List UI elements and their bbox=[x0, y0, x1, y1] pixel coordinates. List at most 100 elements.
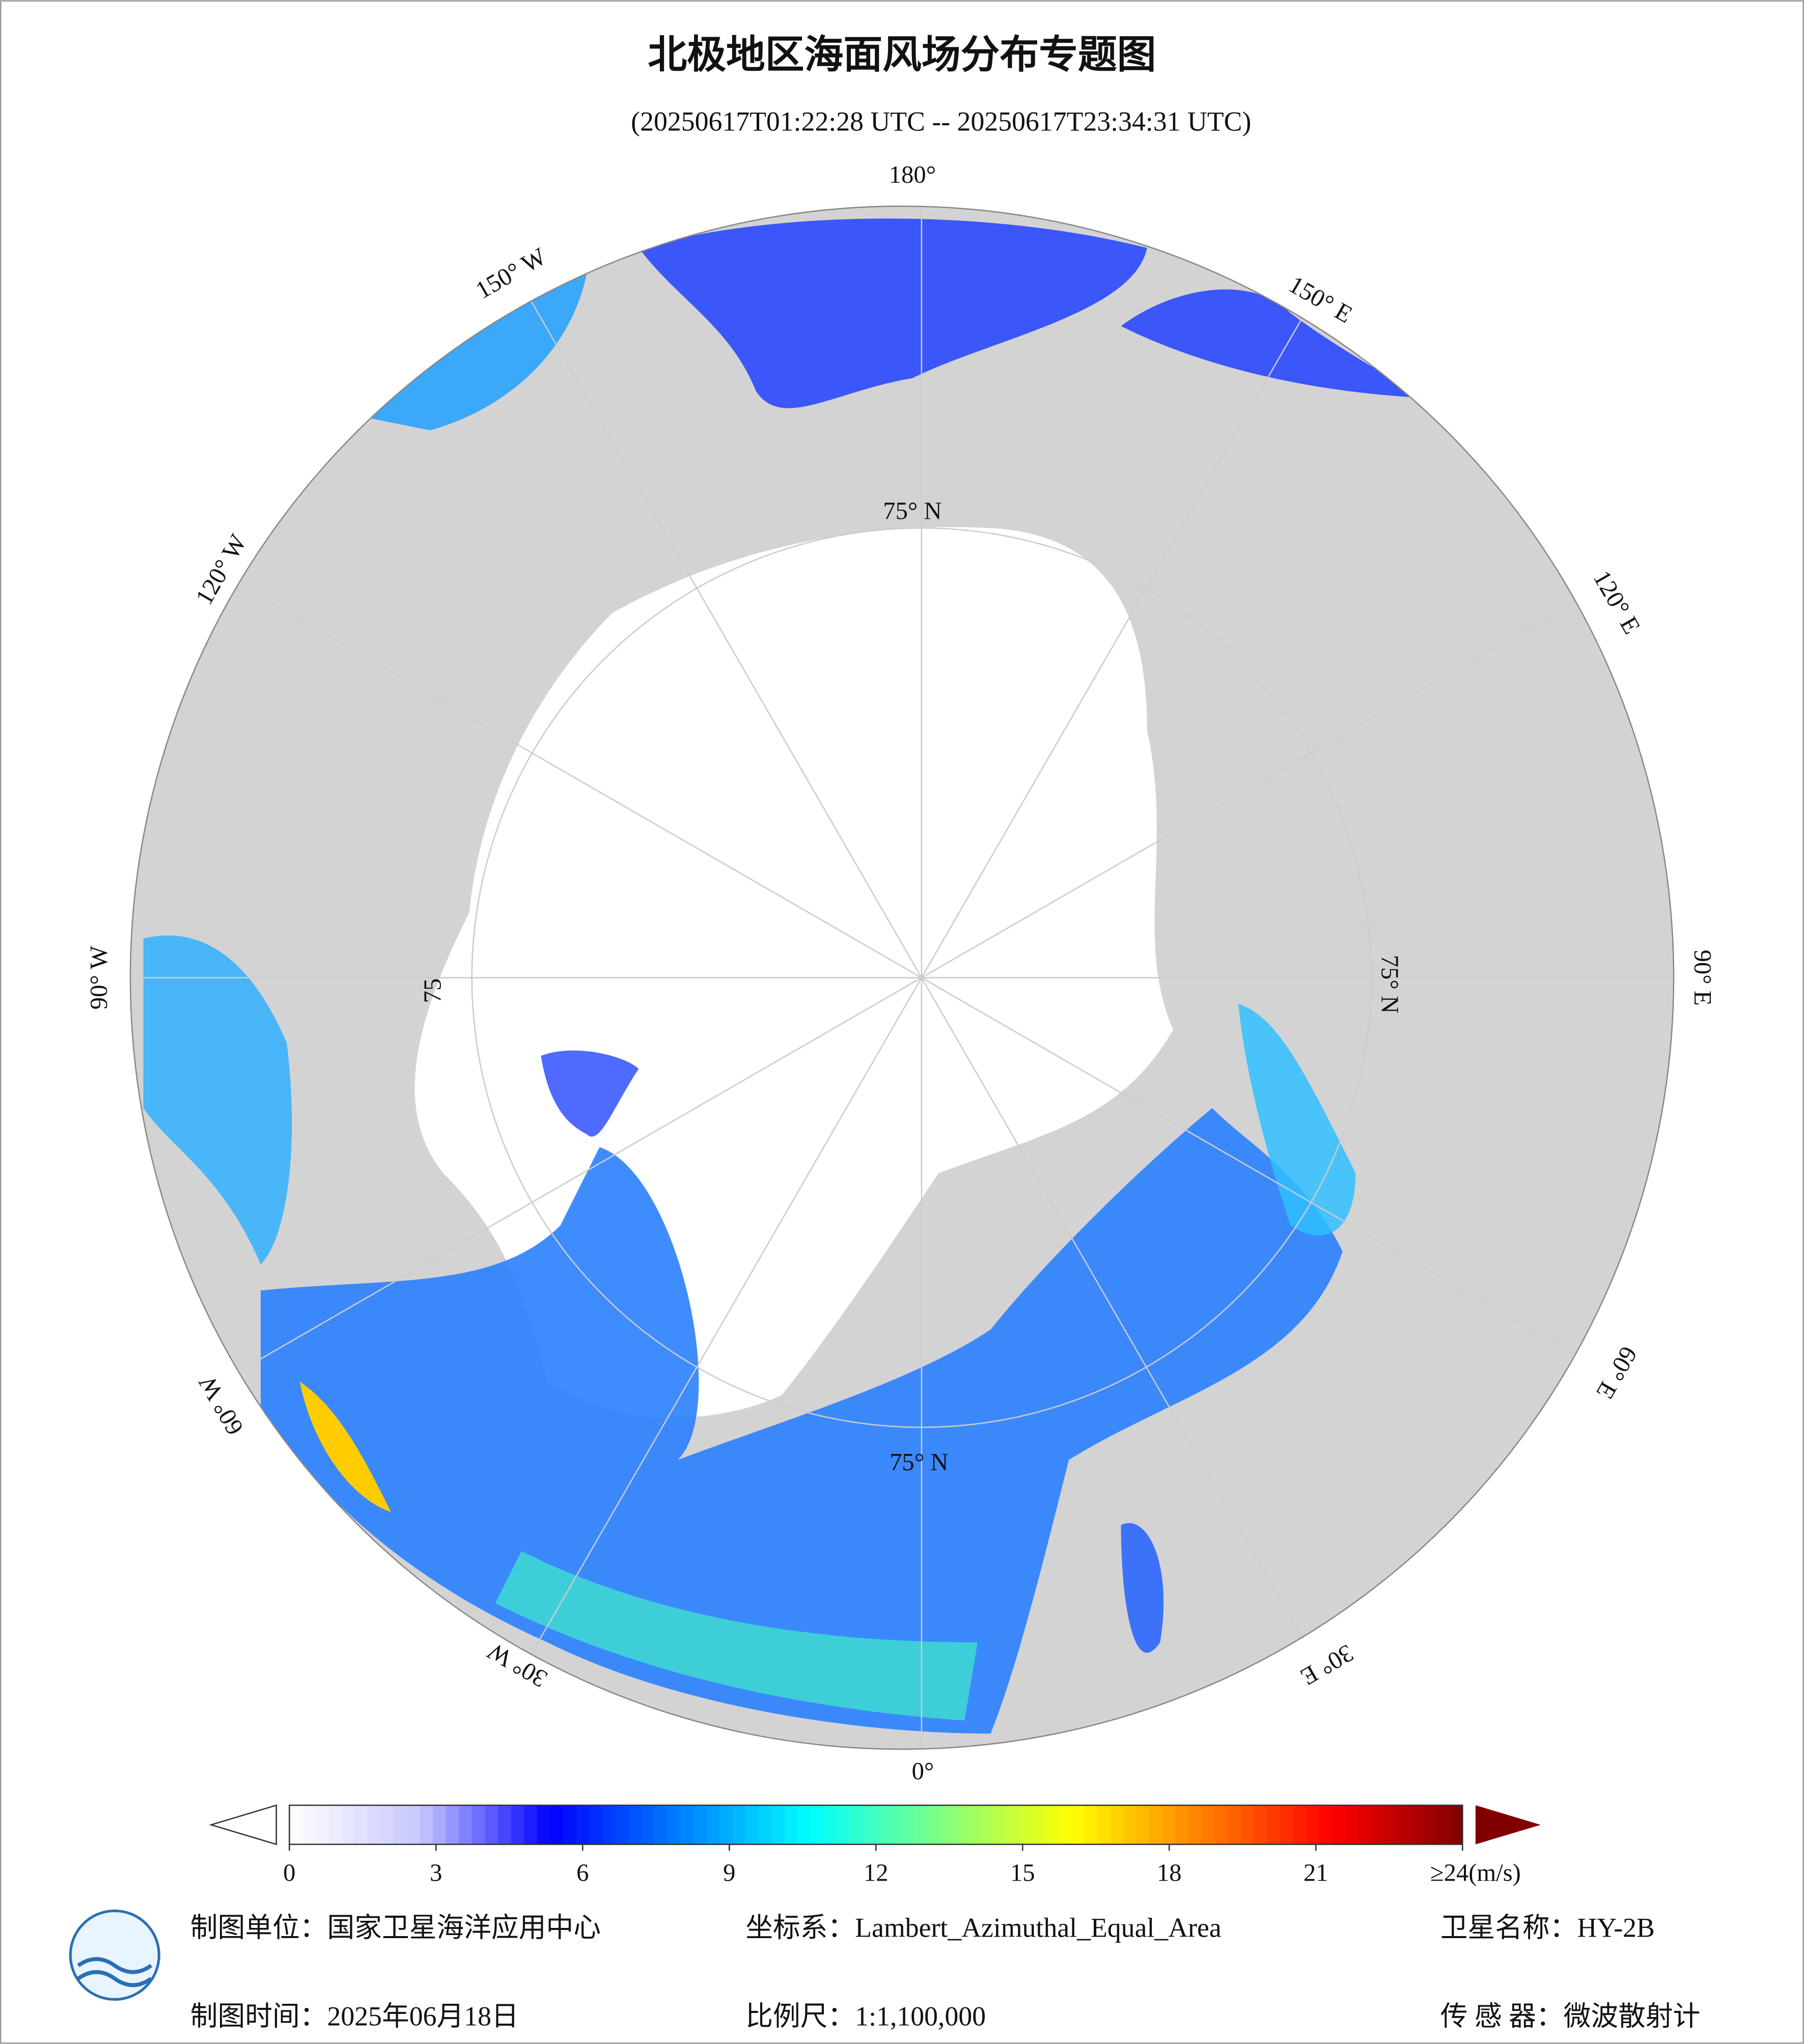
colorbar-cell bbox=[1254, 1805, 1268, 1844]
wind-swath bbox=[299, 1382, 391, 1513]
footer: 制图单位：国家卫星海洋应用中心 坐标系：Lambert_Azimuthal_Eq… bbox=[69, 1909, 1700, 2032]
colorbar-cell bbox=[459, 1805, 473, 1844]
colorbar-cell bbox=[680, 1805, 695, 1844]
colorbar-cell bbox=[406, 1805, 421, 1844]
colorbar-cell bbox=[1345, 1805, 1359, 1844]
colorbar-cell bbox=[380, 1805, 395, 1844]
colorbar-tick-label: 9 bbox=[723, 1859, 735, 1887]
colorbar-cell bbox=[1449, 1805, 1463, 1844]
colorbar-cell bbox=[941, 1805, 955, 1844]
lon-label: 180° bbox=[889, 161, 936, 188]
colorbar-cell bbox=[667, 1805, 681, 1844]
colorbar-cell bbox=[1162, 1805, 1177, 1844]
colorbar-cell bbox=[1136, 1805, 1151, 1844]
colorbar-cell bbox=[328, 1805, 342, 1844]
colorbar-tick-label: 15 bbox=[1010, 1859, 1035, 1887]
lat-label: 75 bbox=[419, 978, 446, 1003]
colorbar-cell bbox=[1410, 1805, 1424, 1844]
subtitle: (20250617T01:22:28 UTC -- 20250617T23:34… bbox=[631, 106, 1251, 136]
colorbar-cell bbox=[1267, 1805, 1281, 1844]
colorbar-cell bbox=[1332, 1805, 1346, 1844]
wind-swath bbox=[639, 218, 1147, 408]
colorbar-cell bbox=[394, 1805, 407, 1844]
colorbar-cell bbox=[628, 1805, 642, 1844]
colorbar-cell bbox=[1058, 1805, 1072, 1844]
logo-wave bbox=[77, 1957, 153, 1987]
colorbar-cell bbox=[1423, 1805, 1437, 1844]
colorbar-tick-label: 3 bbox=[430, 1859, 442, 1887]
colorbar-cell bbox=[446, 1805, 460, 1844]
colorbar-cell bbox=[511, 1805, 525, 1844]
colorbar-cell bbox=[745, 1805, 760, 1844]
colorbar-cell bbox=[1214, 1805, 1229, 1844]
colorbar-low-arrow bbox=[209, 1804, 277, 1845]
lon-label: 90° E bbox=[1689, 949, 1716, 1005]
colorbar-tick-label: 21 bbox=[1303, 1859, 1328, 1887]
colorbar-cell bbox=[497, 1805, 512, 1844]
colorbar-cell bbox=[302, 1805, 316, 1844]
colorbar-cell bbox=[1306, 1805, 1320, 1844]
colorbar-cell bbox=[354, 1805, 369, 1844]
colorbar-cell bbox=[1358, 1805, 1372, 1844]
footer-projection: 坐标系：Lambert_Azimuthal_Equal_Area bbox=[745, 1913, 1222, 1943]
wind-swath bbox=[495, 1551, 978, 1721]
colorbar-cell bbox=[771, 1805, 786, 1844]
colorbar-cell bbox=[1097, 1805, 1112, 1844]
colorbar-cell bbox=[289, 1805, 303, 1844]
footer-satellite: 卫星名称：HY-2B bbox=[1440, 1913, 1655, 1943]
colorbar-cell bbox=[732, 1805, 746, 1844]
colorbar-cell bbox=[485, 1805, 499, 1844]
logo bbox=[69, 1909, 160, 2001]
colorbar-cell bbox=[850, 1805, 864, 1844]
wind-swath bbox=[143, 935, 292, 1265]
colorbar-cell bbox=[471, 1805, 486, 1844]
colorbar-cell bbox=[980, 1805, 994, 1844]
title: 北极地区海面风场分布专题图 bbox=[648, 33, 1156, 78]
graticule bbox=[139, 206, 1674, 1749]
lon-label: 90° W bbox=[85, 946, 113, 1010]
colorbar-cell bbox=[837, 1805, 851, 1844]
colorbar: 0 3 6 9 12 15 18 21 ≥24(m/s) bbox=[209, 1804, 1541, 1887]
colorbar-cell bbox=[420, 1805, 434, 1844]
colorbar-cell bbox=[576, 1805, 590, 1844]
colorbar-cell bbox=[706, 1805, 720, 1844]
colorbar-cell bbox=[1032, 1805, 1046, 1844]
colorbar-cell bbox=[1084, 1805, 1098, 1844]
wind-swath bbox=[1121, 289, 1421, 398]
colorbar-cell bbox=[654, 1805, 668, 1844]
colorbar-cell bbox=[823, 1805, 838, 1844]
colorbar-cell bbox=[1019, 1805, 1033, 1844]
colorbar-cell bbox=[1006, 1805, 1020, 1844]
colorbar-cell bbox=[315, 1805, 329, 1844]
colorbar-tick-label: 0 bbox=[283, 1859, 295, 1887]
colorbar-high-arrow bbox=[1475, 1805, 1541, 1844]
colorbar-cell bbox=[1123, 1805, 1137, 1844]
colorbar-cell bbox=[1319, 1805, 1333, 1844]
colorbar-cell bbox=[954, 1805, 968, 1844]
footer-date: 制图时间：2025年06月18日 bbox=[190, 2001, 519, 2032]
colorbar-cell bbox=[341, 1805, 355, 1844]
colorbar-cell bbox=[889, 1805, 903, 1844]
colorbar-cell bbox=[797, 1805, 812, 1844]
colorbar-cell bbox=[1241, 1805, 1255, 1844]
colorbar-tick-label: 12 bbox=[864, 1859, 889, 1887]
colorbar-cell bbox=[1384, 1805, 1398, 1844]
colorbar-cell bbox=[1280, 1805, 1294, 1844]
colorbar-cell bbox=[758, 1805, 772, 1844]
map-border bbox=[129, 205, 1675, 1750]
colorbar-cell bbox=[1149, 1805, 1163, 1844]
colorbar-cell bbox=[719, 1805, 733, 1844]
colorbar-cell bbox=[1371, 1805, 1385, 1844]
colorbar-cell bbox=[1111, 1805, 1124, 1844]
colorbar-cell bbox=[641, 1805, 655, 1844]
colorbar-cell bbox=[1188, 1805, 1203, 1844]
colorbar-cell bbox=[524, 1805, 538, 1844]
wind-swath bbox=[541, 1050, 639, 1137]
lat-label: 75° N bbox=[890, 1448, 948, 1476]
colorbar-cell bbox=[902, 1805, 916, 1844]
colorbar-cell bbox=[1397, 1805, 1411, 1844]
colorbar-cell bbox=[432, 1805, 447, 1844]
colorbar-cell bbox=[602, 1805, 616, 1844]
